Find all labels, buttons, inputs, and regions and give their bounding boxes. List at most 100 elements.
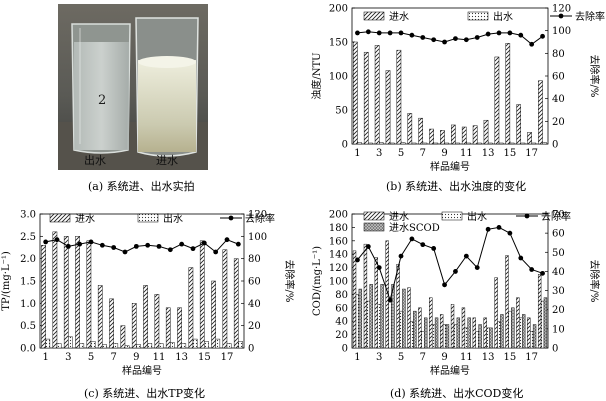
removal-rate-point [376, 30, 382, 36]
bar-进水SCOD [380, 284, 384, 349]
y-tick-label: 3.0 [20, 210, 36, 221]
x-tick-label: 1 [354, 148, 360, 159]
y-tick-label: 2.5 [20, 232, 36, 243]
removal-rate-point [376, 265, 382, 270]
y2-tick-label: 60 [552, 229, 565, 240]
bar-进水SCOD [543, 297, 548, 349]
x-tick-label: 13 [482, 352, 495, 363]
bar-进水 [440, 130, 445, 145]
bar-进水SCOD [456, 317, 461, 349]
removal-rate-point [54, 237, 60, 243]
removal-rate-point [398, 30, 404, 36]
bar-进水 [494, 56, 500, 145]
y2-axis-label: 去除率/% [588, 55, 601, 98]
bar-进水SCOD [413, 310, 417, 349]
x-tick-label: 15 [504, 352, 517, 363]
bar-进水 [527, 132, 532, 145]
y2-tick-label: 0 [248, 344, 254, 355]
y-axis-label: 浊度/NTU [310, 52, 323, 99]
bar-出水 [422, 142, 428, 145]
removal-rate-point [398, 253, 404, 259]
y2-tick-label: 60 [248, 277, 261, 288]
bar-出水 [90, 341, 96, 349]
bar-进水 [472, 125, 478, 145]
removal-rate-point [453, 36, 458, 41]
bar-出水 [377, 304, 381, 349]
legend-label: 出水 [493, 10, 513, 23]
x-tick-label: 9 [441, 148, 447, 159]
y2-tick-label: 40 [552, 94, 565, 105]
bar-出水 [378, 142, 384, 145]
bar-出水 [400, 142, 406, 145]
removal-rate-point [507, 30, 513, 36]
bar-出水 [442, 324, 447, 349]
bar-进水 [41, 245, 46, 349]
y2-tick-label: 80 [552, 49, 565, 60]
legend-bar-swatch [467, 11, 489, 21]
y-axis-label: TP/(mg·L⁻¹) [1, 251, 12, 311]
y2-tick-label: 10 [552, 324, 565, 335]
legend-bar-swatch [363, 11, 385, 21]
legend-label: 进水SCOD [389, 222, 440, 234]
removal-rate-point [355, 30, 360, 36]
y2-tick-label: 50 [552, 248, 565, 259]
bar-进水 [374, 45, 380, 145]
removal-rate-point [529, 41, 535, 47]
caption-b: (b) 系统进、出水浊度的变化 [386, 180, 527, 193]
bar-出水 [79, 343, 85, 349]
bar-出水 [542, 142, 547, 145]
removal-rate-point [453, 269, 458, 274]
x-tick-label: 7 [420, 352, 426, 363]
bar-进水 [418, 117, 424, 145]
bar-进水 [374, 257, 378, 349]
removal-rate-point [540, 270, 545, 276]
y-tick-label: 150 [329, 38, 348, 49]
chart-legend: 进水 出水 去除率 [49, 212, 275, 225]
removal-rate-point [213, 249, 219, 255]
bar-出水 [355, 294, 360, 349]
removal-rate-point [77, 241, 83, 247]
bar-进水SCOD [358, 288, 363, 349]
x-tick-label: 9 [441, 352, 447, 363]
cod-chart: 0 20 40 60 80 100 120 140 160 180 200 0 10 20 30 40 50 60… [312, 210, 601, 378]
y-tick-label: 200 [329, 4, 348, 15]
legend-bar-swatch [441, 211, 463, 221]
x-tick-label: 13 [482, 148, 495, 159]
bar-出水 [357, 142, 362, 145]
y2-tick-label: 0 [552, 140, 558, 151]
bar-出水 [56, 343, 62, 349]
bar-出水 [509, 142, 515, 145]
x-tick-label: 5 [88, 352, 94, 363]
removal-rate-point [529, 267, 535, 272]
x-tick-label: 3 [376, 352, 382, 363]
bar-进水 [396, 49, 402, 145]
bar-进水 [494, 277, 498, 349]
removal-rate-point [145, 242, 151, 248]
legend-label: 出水 [163, 212, 183, 225]
x-tick-label: 15 [198, 352, 211, 363]
y2-tick-label: 120 [248, 210, 267, 221]
bar-出水 [476, 142, 482, 145]
legend-label: 进水 [389, 211, 409, 223]
y-tick-label: 40 [335, 317, 348, 328]
x-axis-label: 样品编号 [430, 160, 470, 173]
removal-rate-point [156, 243, 162, 249]
bar-进水 [165, 307, 171, 349]
bar-进水 [120, 325, 126, 349]
x-tick-label: 7 [110, 352, 116, 363]
x-tick-label: 17 [525, 148, 538, 159]
bar-进水 [505, 43, 511, 145]
y2-tick-label: 70 [552, 210, 565, 221]
removal-rate-point [224, 237, 230, 243]
bar-进水 [516, 297, 520, 349]
bar-出水 [366, 300, 371, 349]
legend-bar-swatch [363, 211, 385, 221]
removal-rate-point [88, 239, 94, 245]
bar-出水 [204, 341, 209, 349]
bar-进水 [363, 243, 368, 349]
caption-c: (c) 系统进、出水TP变化 [84, 387, 205, 400]
y2-tick-label: 20 [552, 305, 565, 316]
removal-rate-point [507, 230, 513, 236]
y2-tick-label: 100 [248, 232, 267, 243]
